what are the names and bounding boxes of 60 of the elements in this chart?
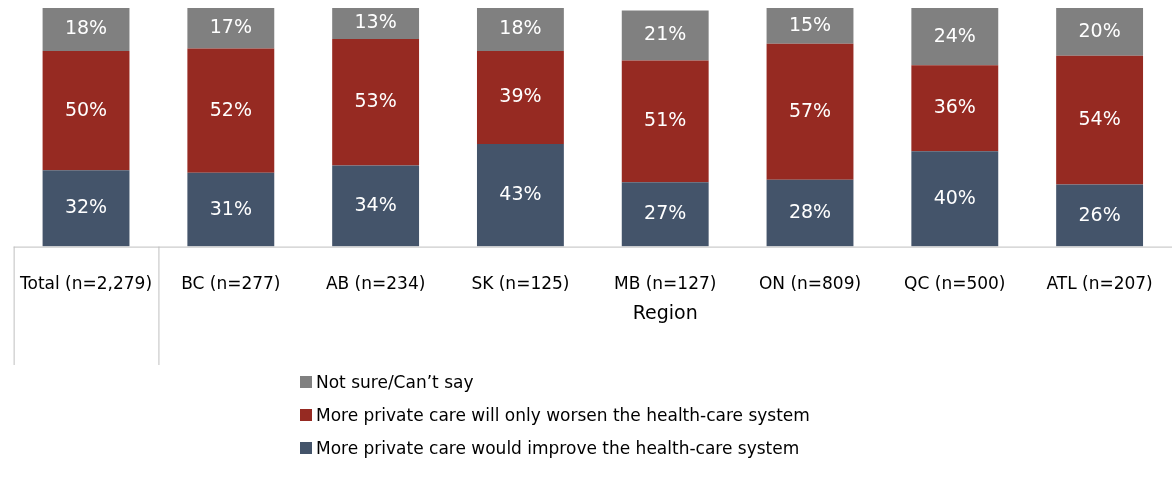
x-tick-label: BC (n=277) [181, 273, 281, 294]
data-label: 28% [788, 200, 832, 223]
bar [42, 50, 130, 171]
x-tick-label: ATL (n=207) [1046, 273, 1153, 294]
data-label: 43% [499, 182, 542, 205]
bar [621, 60, 709, 183]
bar [476, 144, 564, 247]
data-label: 50% [64, 97, 108, 120]
data-label: 24% [933, 23, 976, 46]
bar [766, 43, 854, 180]
legend-label: More private care will only worsen the health-care system [316, 404, 810, 425]
bar [42, 170, 130, 247]
bar [187, 48, 275, 173]
data-label: 13% [354, 10, 397, 33]
legend-label: More private care would improve the health-care system [316, 437, 800, 458]
data-label: 53% [354, 89, 397, 112]
data-label: 26% [1078, 202, 1121, 225]
bar [42, 8, 130, 51]
x-tick-label: SK (n=125) [471, 273, 570, 294]
data-label: 18% [64, 16, 108, 39]
x-tick-label: MB (n=127) [613, 273, 717, 294]
data-label: 40% [933, 185, 976, 208]
legend-label: Not sure/Can’t say [316, 371, 474, 392]
bar [187, 8, 275, 49]
bar [911, 65, 999, 152]
data-label: 39% [499, 84, 542, 107]
data-label: 27% [644, 201, 687, 224]
bar [476, 8, 564, 51]
bar [1056, 55, 1144, 185]
data-label: 31% [209, 196, 252, 219]
text: Region [632, 300, 698, 323]
data-label: 20% [1078, 18, 1121, 41]
bar [766, 8, 854, 44]
data-label: 54% [1078, 107, 1121, 130]
x-tick-label: AB (n=234) [325, 273, 426, 294]
data-label: 21% [644, 22, 687, 45]
bar [476, 50, 564, 144]
data-label: 18% [499, 16, 542, 39]
bar [621, 182, 709, 247]
bar [187, 172, 275, 247]
data-label: 17% [209, 15, 252, 38]
data-label: 57% [788, 98, 832, 121]
bar [911, 8, 999, 66]
bar [911, 151, 999, 247]
x-tick-label: ON (n=809) [758, 273, 862, 294]
data-label: 32% [64, 195, 108, 218]
x-tick-label: Total (n=2,279) [19, 273, 153, 294]
bar [332, 39, 420, 166]
bar [332, 8, 420, 40]
data-label: 51% [644, 108, 687, 131]
x-tick-label: QC (n=500) [904, 273, 1006, 294]
bar [332, 165, 420, 247]
bar [621, 10, 709, 61]
data-label: 34% [354, 192, 397, 215]
bar [1056, 8, 1144, 56]
data-label: 36% [933, 95, 976, 118]
bar [1056, 184, 1144, 247]
data-label: 15% [788, 12, 832, 35]
data-label: 52% [209, 97, 252, 120]
bar [766, 179, 854, 247]
